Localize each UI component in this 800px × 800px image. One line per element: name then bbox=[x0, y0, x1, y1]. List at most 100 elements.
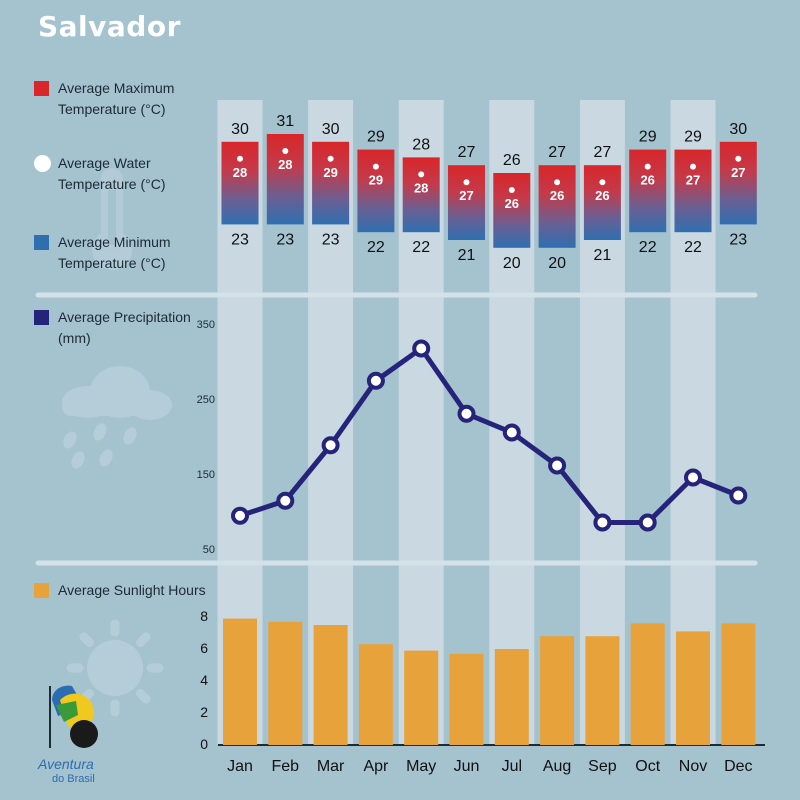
sun-bar bbox=[721, 623, 756, 745]
precip-point bbox=[502, 423, 521, 442]
water-temp-dot bbox=[418, 171, 425, 178]
precip-y-tick: 350 bbox=[197, 319, 215, 331]
min-temp-swatch bbox=[34, 235, 49, 250]
rain-cloud-icon bbox=[62, 366, 172, 469]
legend-precip-label: Average Precipitation (mm) bbox=[58, 309, 191, 346]
temp-range-bar bbox=[674, 149, 712, 233]
logo-text: Aventura bbox=[37, 756, 94, 772]
max-temp-label: 30 bbox=[322, 121, 340, 138]
temp-range-bar bbox=[538, 165, 576, 248]
water-temp-label: 26 bbox=[595, 188, 609, 203]
max-temp-label: 28 bbox=[412, 136, 430, 153]
min-temp-label: 23 bbox=[276, 231, 294, 248]
precip-point bbox=[729, 486, 748, 505]
water-temp-dot bbox=[327, 155, 334, 162]
min-temp-label: 20 bbox=[548, 255, 566, 272]
sun-bar bbox=[268, 621, 303, 745]
temp-range-bar bbox=[312, 141, 350, 225]
month-label: Dec bbox=[724, 758, 752, 775]
min-temp-label: 21 bbox=[594, 247, 612, 264]
logo-subtext: do Brasil bbox=[52, 773, 95, 785]
min-temp-label: 22 bbox=[367, 239, 385, 256]
water-temp-dot bbox=[735, 155, 742, 162]
month-label: Mar bbox=[317, 758, 345, 775]
month-label: Jun bbox=[454, 758, 480, 775]
water-temp-dot bbox=[237, 155, 243, 162]
temp-range-bar bbox=[357, 149, 395, 233]
precip-point bbox=[638, 513, 657, 532]
sun-bar bbox=[313, 625, 348, 745]
water-temp-dot bbox=[599, 179, 606, 186]
precip-point bbox=[412, 339, 431, 358]
sun-ray bbox=[135, 632, 151, 648]
month-label: Jul bbox=[502, 758, 522, 775]
thermometer-icon bbox=[92, 168, 132, 270]
water-temp-label: 27 bbox=[731, 165, 745, 180]
sun-bar bbox=[676, 631, 710, 745]
water-temp-label: 29 bbox=[323, 165, 337, 180]
precip-y-tick: 150 bbox=[197, 469, 215, 481]
precip-swatch bbox=[34, 310, 49, 325]
sun-swatch bbox=[34, 583, 49, 598]
sun-bar bbox=[358, 644, 393, 745]
month-label: Aug bbox=[543, 758, 571, 775]
month-label: Nov bbox=[679, 758, 707, 775]
sun-ray bbox=[79, 632, 95, 648]
water-temp-dot bbox=[282, 148, 289, 154]
min-temp-label: 23 bbox=[322, 231, 340, 248]
sun-bar bbox=[404, 650, 439, 745]
precip-point bbox=[684, 468, 702, 487]
precip-point bbox=[548, 456, 567, 475]
water-temp-dot bbox=[644, 163, 651, 170]
water-temp-dot bbox=[690, 163, 696, 170]
precip-point bbox=[321, 436, 340, 455]
max-temp-label: 29 bbox=[639, 129, 657, 146]
water-temp-label: 26 bbox=[640, 173, 654, 188]
max-temp-label: 30 bbox=[231, 121, 249, 138]
precip-y-tick: 50 bbox=[203, 544, 215, 556]
sun-y-tick: 4 bbox=[200, 672, 208, 688]
legend-sun-label: Average Sunlight Hours bbox=[58, 582, 206, 598]
water-temp-label: 28 bbox=[414, 180, 428, 195]
water-temp-dot bbox=[372, 163, 379, 170]
precip-y-tick: 250 bbox=[197, 394, 215, 406]
water-temp-dot bbox=[508, 187, 515, 193]
water-temp-label: 28 bbox=[278, 157, 292, 172]
min-temp-label: 23 bbox=[729, 231, 747, 248]
max-temp-label: 26 bbox=[503, 152, 521, 169]
water-temp-dot bbox=[554, 179, 561, 186]
sun-y-tick: 0 bbox=[200, 736, 208, 752]
water-temp-label: 29 bbox=[369, 173, 383, 188]
temp-range-bar bbox=[629, 149, 667, 233]
max-temp-label: 29 bbox=[684, 129, 702, 146]
temp-range-bar bbox=[448, 165, 485, 240]
precip-point bbox=[276, 491, 295, 510]
precip-point bbox=[457, 404, 476, 423]
aventura-logo: Aventura do Brasil bbox=[37, 685, 98, 785]
legend-water-temp-label: Average Water Temperature (°C) bbox=[58, 155, 166, 192]
water-temp-label: 28 bbox=[233, 165, 247, 180]
temp-range-bar bbox=[493, 173, 531, 248]
legend-max-temp-label: Average Maximum Temperature (°C) bbox=[58, 80, 175, 117]
min-temp-label: 20 bbox=[503, 255, 521, 272]
temp-range-bar bbox=[583, 165, 621, 240]
max-temp-label: 30 bbox=[729, 121, 747, 138]
sun-bar bbox=[585, 636, 620, 745]
sun-icon bbox=[66, 619, 164, 717]
page-title: Salvador bbox=[38, 10, 181, 43]
sun-y-tick: 2 bbox=[200, 704, 208, 720]
sun-bar bbox=[494, 649, 529, 745]
max-temp-label: 29 bbox=[367, 129, 385, 146]
sun-y-tick: 8 bbox=[200, 608, 208, 624]
water-temp-label: 27 bbox=[686, 173, 700, 188]
min-temp-label: 22 bbox=[684, 239, 702, 256]
sun-y-tick: 6 bbox=[200, 640, 208, 656]
sun-bar bbox=[630, 623, 665, 745]
sun-bar bbox=[449, 653, 484, 745]
precip-line bbox=[239, 346, 740, 525]
water-temp-swatch bbox=[34, 155, 51, 172]
max-temp-label: 27 bbox=[594, 144, 612, 161]
water-temp-dot bbox=[463, 179, 470, 186]
min-temp-label: 22 bbox=[639, 239, 657, 256]
